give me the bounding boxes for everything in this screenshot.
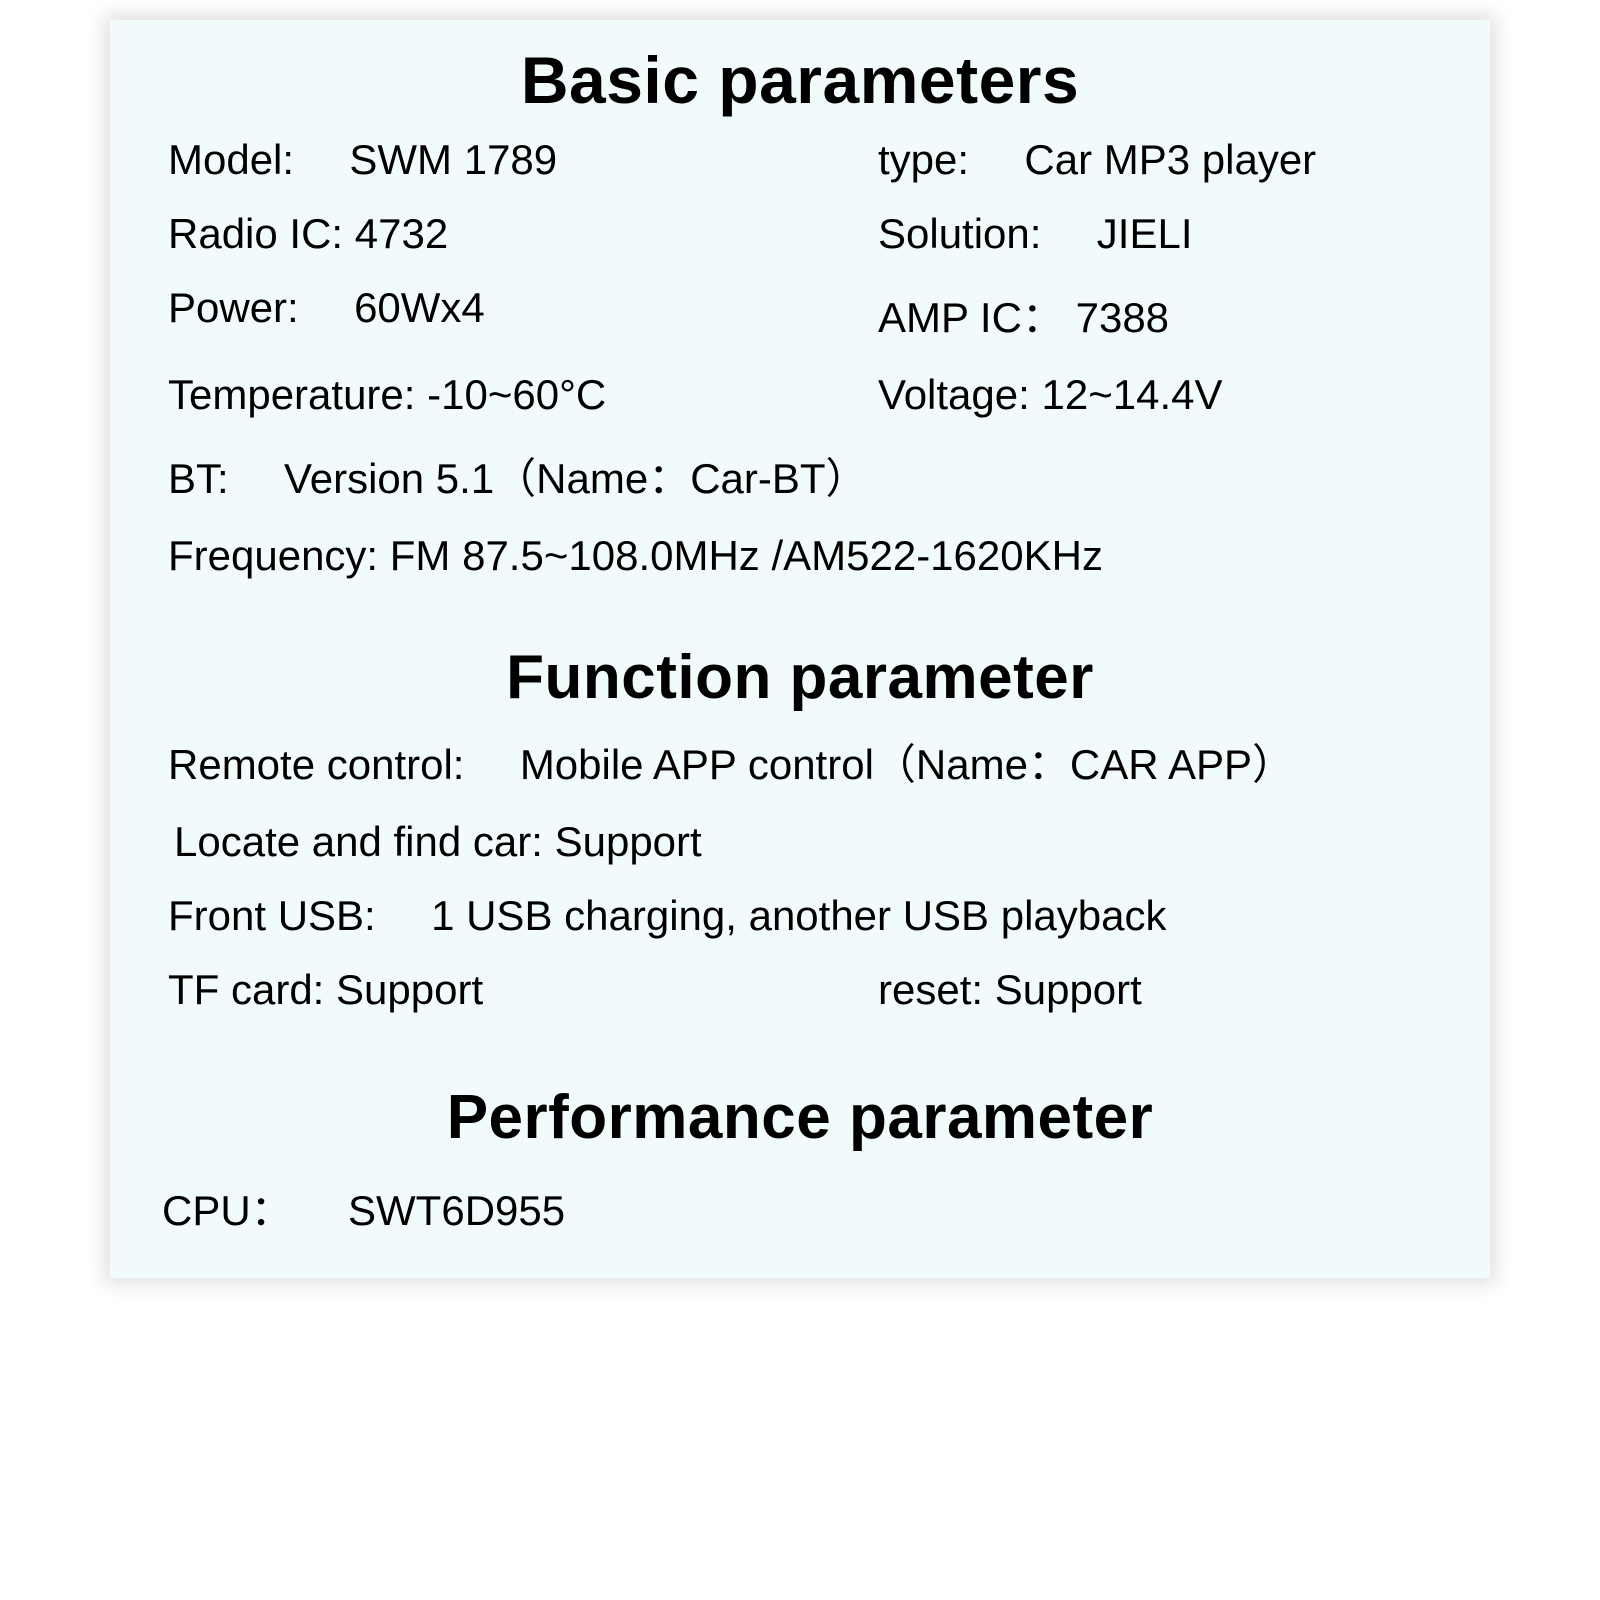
basic-ampic: AMP IC： 7388 bbox=[878, 284, 1436, 345]
func-reset: reset: Support bbox=[878, 966, 1436, 1014]
basic-bt-label: BT: bbox=[168, 455, 229, 502]
basic-temp: Temperature: -10~60°C bbox=[168, 371, 768, 419]
basic-frequency-value: FM 87.5~108.0MHz /AM522-1620KHz bbox=[390, 532, 1103, 579]
basic-row-0: Model: SWM 1789 type: Car MP3 player bbox=[168, 136, 1436, 184]
basic-temp-value: -10~60°C bbox=[427, 371, 606, 418]
func-locate-label: Locate and find car: bbox=[174, 818, 543, 865]
perf-cpu-label: CPU： bbox=[162, 1187, 293, 1234]
basic-type-value: Car MP3 player bbox=[1024, 136, 1316, 183]
func-remote-label: Remote control: bbox=[168, 741, 464, 788]
basic-power: Power: 60Wx4 bbox=[168, 284, 768, 345]
section-title-function: Function parameter bbox=[158, 634, 1442, 731]
func-usb-value: 1 USB charging, another USB playback bbox=[431, 892, 1166, 939]
basic-frequency: Frequency: FM 87.5~108.0MHz /AM522-1620K… bbox=[168, 532, 1436, 580]
func-locate-value: Support bbox=[555, 818, 702, 865]
func-reset-value: Support bbox=[995, 966, 1142, 1013]
func-tf-label: TF card: bbox=[168, 966, 324, 1013]
basic-bt: BT: Version 5.1（Name：Car-BT） bbox=[168, 445, 1436, 506]
func-reset-label: reset: bbox=[878, 966, 983, 1013]
func-row-pair: TF card: Support reset: Support bbox=[168, 966, 1436, 1014]
basic-radioic-value: 4732 bbox=[355, 210, 448, 257]
func-locate: Locate and find car: Support bbox=[168, 818, 1436, 866]
basic-temp-label: Temperature: bbox=[168, 371, 415, 418]
basic-power-label: Power: bbox=[168, 284, 299, 331]
basic-model: Model: SWM 1789 bbox=[168, 136, 768, 184]
page: Basic parameters Model: SWM 1789 type: C… bbox=[0, 0, 1600, 1600]
func-remote: Remote control: Mobile APP control（Name：… bbox=[168, 731, 1436, 792]
section-title-performance: Performance parameter bbox=[158, 1074, 1442, 1171]
basic-voltage-label: Voltage: bbox=[878, 371, 1030, 418]
basic-type: type: Car MP3 player bbox=[878, 136, 1436, 184]
func-usb: Front USB: 1 USB charging, another USB p… bbox=[168, 892, 1436, 940]
basic-ampic-label: AMP IC： bbox=[878, 294, 1064, 341]
basic-rows: Model: SWM 1789 type: Car MP3 player Rad… bbox=[158, 136, 1442, 612]
basic-radioic-label: Radio IC: bbox=[168, 210, 343, 257]
spec-card: Basic parameters Model: SWM 1789 type: C… bbox=[110, 20, 1490, 1278]
basic-frequency-label: Frequency: bbox=[168, 532, 378, 579]
basic-model-label: Model: bbox=[168, 136, 294, 183]
perf-cpu-value: SWT6D955 bbox=[348, 1187, 565, 1234]
basic-bt-value: Version 5.1（Name：Car-BT） bbox=[284, 455, 868, 502]
basic-row-1: Radio IC: 4732 Solution: JIELI bbox=[168, 210, 1436, 258]
func-tf-value: Support bbox=[336, 966, 483, 1013]
func-tf: TF card: Support bbox=[168, 966, 768, 1014]
function-rows: Remote control: Mobile APP control（Name：… bbox=[158, 731, 1442, 1046]
func-usb-label: Front USB: bbox=[168, 892, 376, 939]
basic-type-label: type: bbox=[878, 136, 969, 183]
section-title-basic: Basic parameters bbox=[158, 34, 1442, 136]
basic-radioic: Radio IC: 4732 bbox=[168, 210, 768, 258]
basic-solution-value: JIELI bbox=[1097, 210, 1193, 257]
basic-ampic-value: 7388 bbox=[1076, 294, 1169, 341]
basic-voltage-value: 12~14.4V bbox=[1041, 371, 1222, 418]
basic-power-value: 60Wx4 bbox=[354, 284, 485, 331]
perf-cpu: CPU： SWT6D955 bbox=[158, 1177, 1442, 1238]
basic-solution: Solution: JIELI bbox=[878, 210, 1436, 258]
basic-voltage: Voltage: 12~14.4V bbox=[878, 371, 1436, 419]
basic-model-value: SWM 1789 bbox=[349, 136, 557, 183]
basic-row-3: Temperature: -10~60°C Voltage: 12~14.4V bbox=[168, 371, 1436, 419]
basic-solution-label: Solution: bbox=[878, 210, 1041, 257]
basic-row-2: Power: 60Wx4 AMP IC： 7388 bbox=[168, 284, 1436, 345]
func-remote-value: Mobile APP control（Name：CAR APP） bbox=[520, 741, 1294, 788]
